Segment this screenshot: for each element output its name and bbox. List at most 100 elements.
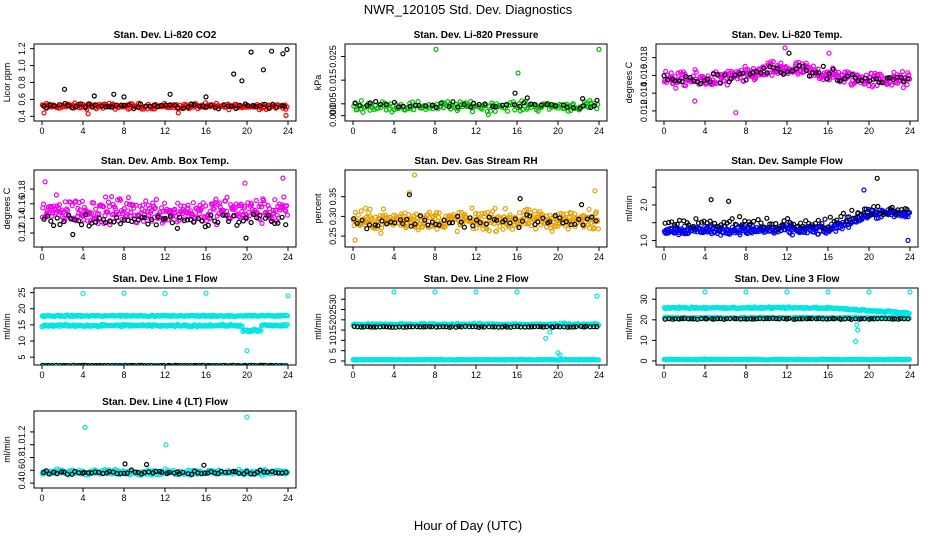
data-point xyxy=(521,100,527,106)
data-point xyxy=(784,69,791,75)
data-point xyxy=(578,323,584,329)
y-axis-label: Licor ppm xyxy=(2,63,12,103)
data-point xyxy=(242,362,248,365)
data-point xyxy=(727,316,733,322)
data-point xyxy=(874,76,880,82)
x-tick-label: 16 xyxy=(823,370,833,380)
data-point xyxy=(825,289,831,295)
data-point xyxy=(238,201,244,207)
data-point xyxy=(122,362,128,365)
data-point xyxy=(815,217,821,223)
data-point xyxy=(105,362,111,365)
data-point xyxy=(63,362,69,365)
data-point xyxy=(473,324,479,330)
data-point xyxy=(838,213,844,220)
data-point xyxy=(77,101,83,107)
data-point xyxy=(379,218,385,224)
data-point xyxy=(557,215,563,221)
data-point xyxy=(280,51,286,57)
data-point xyxy=(434,226,440,232)
data-point xyxy=(364,226,370,232)
data-point xyxy=(594,293,600,299)
data-point xyxy=(148,208,154,214)
data-point xyxy=(846,214,852,220)
x-tick-label: 0 xyxy=(39,493,44,503)
data-point xyxy=(470,223,476,229)
data-point xyxy=(202,470,208,476)
data-point xyxy=(423,103,429,109)
data-point xyxy=(906,310,912,316)
data-point xyxy=(58,469,65,475)
data-point xyxy=(73,103,79,110)
data-point xyxy=(690,223,697,230)
data-point xyxy=(355,212,361,218)
y-tick-label: 0.8 xyxy=(17,451,27,464)
data-point xyxy=(770,315,776,321)
data-point xyxy=(415,227,421,233)
data-point xyxy=(230,468,236,474)
data-point xyxy=(175,200,181,206)
data-point xyxy=(858,211,864,217)
data-point xyxy=(466,324,472,330)
data-point xyxy=(85,111,91,117)
data-point xyxy=(905,237,911,243)
data-point xyxy=(906,356,913,362)
x-tick-label: 12 xyxy=(160,493,170,503)
data-point xyxy=(532,101,538,108)
data-point xyxy=(248,219,254,226)
data-point xyxy=(448,324,455,330)
panel-title: Stan. Dev. Line 3 Flow xyxy=(735,274,840,285)
x-tick-label: 12 xyxy=(471,252,481,262)
data-point xyxy=(54,470,60,477)
data-point xyxy=(280,175,286,181)
data-point xyxy=(790,221,797,227)
data-point xyxy=(564,104,570,110)
data-point xyxy=(473,225,479,231)
data-point xyxy=(711,220,718,226)
data-point xyxy=(736,214,743,220)
data-point xyxy=(560,102,566,108)
data-point xyxy=(746,219,752,225)
data-point xyxy=(65,212,72,218)
data-point xyxy=(493,104,499,110)
data-point xyxy=(283,363,289,365)
data-point xyxy=(436,210,442,216)
y-tick-label: 0.30 xyxy=(328,208,338,226)
data-point xyxy=(82,362,88,365)
y-tick-label: 30 xyxy=(639,294,649,304)
data-point xyxy=(251,211,257,217)
data-point xyxy=(686,222,692,228)
y-axis-label: degrees C xyxy=(2,187,12,229)
data-point xyxy=(185,217,191,223)
data-point xyxy=(733,110,739,116)
data-point xyxy=(429,324,435,330)
data-point xyxy=(592,188,598,194)
data-point xyxy=(502,217,508,223)
data-point xyxy=(886,316,892,322)
data-point xyxy=(441,217,447,223)
data-point xyxy=(165,362,172,365)
data-point xyxy=(904,81,910,88)
data-point xyxy=(904,206,910,213)
data-point xyxy=(515,70,521,76)
data-point xyxy=(578,202,585,208)
data-point xyxy=(364,102,370,109)
data-point xyxy=(595,226,602,232)
data-point xyxy=(250,362,256,365)
y-tick-label: 0.018 xyxy=(639,46,649,69)
data-point xyxy=(411,172,418,178)
data-point xyxy=(761,224,767,230)
data-point xyxy=(371,324,377,330)
data-point xyxy=(236,470,242,476)
data-point xyxy=(191,362,197,365)
data-point xyxy=(834,217,840,223)
data-point xyxy=(111,219,117,225)
data-point xyxy=(784,289,790,295)
data-point xyxy=(779,222,785,228)
data-point xyxy=(519,218,526,224)
data-point xyxy=(852,215,859,221)
data-point xyxy=(822,216,828,222)
data-point xyxy=(184,363,190,365)
data-point xyxy=(180,469,186,475)
